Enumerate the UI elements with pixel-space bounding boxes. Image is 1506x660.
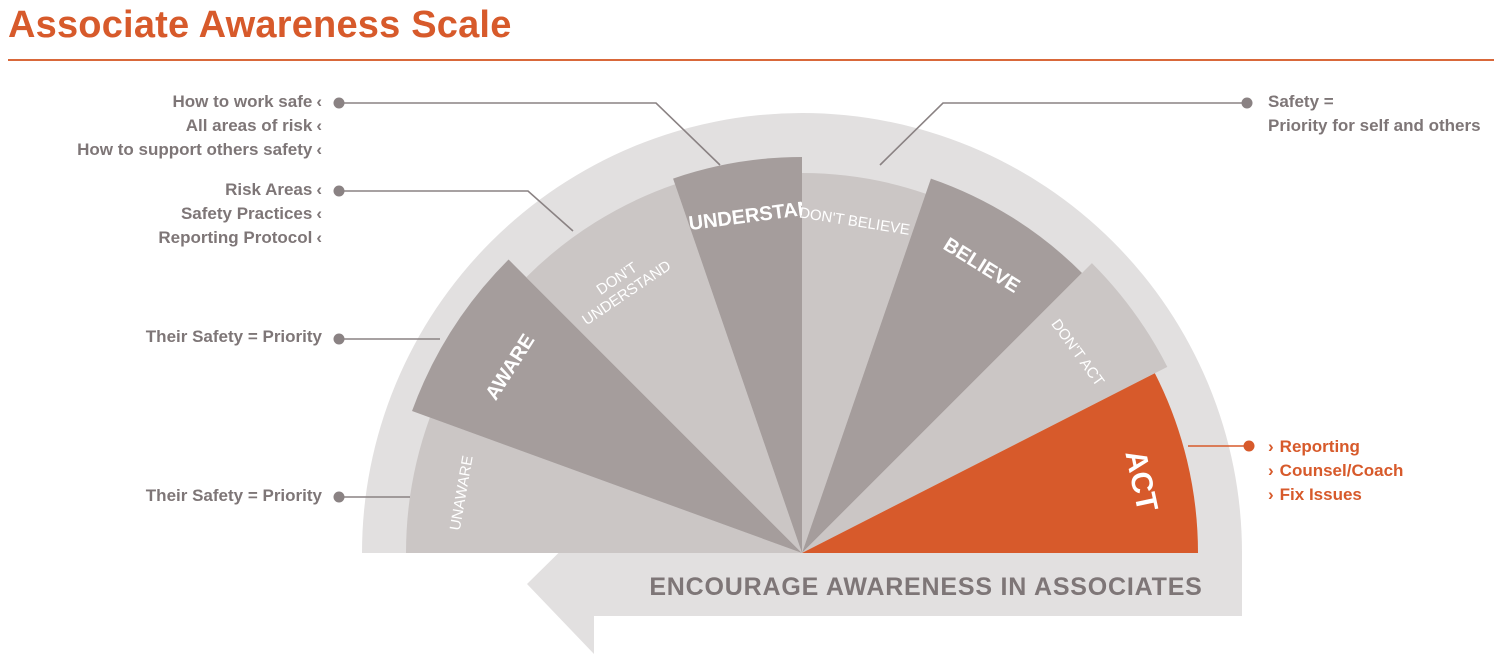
callout-act-item: Counsel/Coach <box>1279 461 1404 480</box>
callout-believe-line: Safety = <box>1268 92 1334 111</box>
callout-dont-understand-item: Risk Areas <box>225 180 313 199</box>
callout-believe-line: Priority for self and others <box>1268 116 1481 135</box>
callout-act-item: Fix Issues <box>1279 485 1362 504</box>
encourage-arrow-text: ENCOURAGE AWARENESS IN ASSOCIATES <box>649 573 1202 601</box>
chevron-left-icon: ‹ <box>316 116 322 135</box>
chevron-left-icon: ‹ <box>316 228 322 247</box>
segment-believe <box>802 178 1083 553</box>
leader-aware-dot-icon <box>333 333 345 345</box>
segment-don-t-act <box>802 263 1168 553</box>
page-title: Associate Awareness Scale <box>8 4 512 46</box>
segment-don-t-believe <box>802 173 926 553</box>
callout-understand-item: How to work safe <box>172 92 313 111</box>
chevron-right-icon: › <box>1268 485 1274 504</box>
segment-don-t-understand <box>526 184 802 554</box>
chevron-right-icon: › <box>1268 437 1274 456</box>
callout-aware: Their Safety = Priority <box>146 325 322 349</box>
callout-understand: How to work safe ‹ All areas of risk ‹ How… <box>77 90 322 162</box>
callout-act-item: Reporting <box>1279 437 1360 456</box>
segment-aware <box>412 259 802 553</box>
callout-act: › Reporting › Counsel/Coach › Fix Issues <box>1268 435 1403 507</box>
callout-unaware: Their Safety = Priority <box>146 484 322 508</box>
chevron-left-icon: ‹ <box>316 92 322 111</box>
leader-dont-understand <box>339 190 574 232</box>
leader-believe <box>879 102 1247 166</box>
segment-act <box>802 373 1198 553</box>
encourage-arrow <box>527 518 1242 654</box>
leader-understand-dot-icon <box>333 97 345 109</box>
leader-believe-dot-icon <box>1241 97 1253 109</box>
title-divider <box>8 59 1494 61</box>
leader-understand <box>339 102 721 166</box>
leader-unaware-dot-icon <box>333 491 345 503</box>
leader-act-dot-icon <box>1243 440 1255 452</box>
callout-aware-text: Their Safety = Priority <box>145 327 322 346</box>
segment-unaware <box>406 417 802 553</box>
callout-dont-understand-item: Safety Practices <box>180 204 313 223</box>
scale-segments: UNAWAREAWAREDON'TUNDERSTANDUNDERSTANDDON… <box>406 157 1198 554</box>
callout-understand-item: All areas of risk <box>185 116 313 135</box>
callout-dont-understand-item: Reporting Protocol <box>158 228 313 247</box>
callout-unaware-text: Their Safety = Priority <box>145 486 322 505</box>
callout-understand-item: How to support others safety <box>77 140 313 159</box>
segment-understand <box>673 157 802 553</box>
callout-believe: Safety = Priority for self and others <box>1268 90 1481 138</box>
chevron-left-icon: ‹ <box>316 204 322 223</box>
leader-dont-understand-dot-icon <box>333 185 345 197</box>
chevron-left-icon: ‹ <box>316 180 322 199</box>
chevron-left-icon: ‹ <box>316 140 322 159</box>
callout-leaders <box>333 97 1255 503</box>
chevron-right-icon: › <box>1268 461 1274 480</box>
callout-dont-understand: Risk Areas ‹ Safety Practices ‹ Reporting … <box>158 178 322 250</box>
